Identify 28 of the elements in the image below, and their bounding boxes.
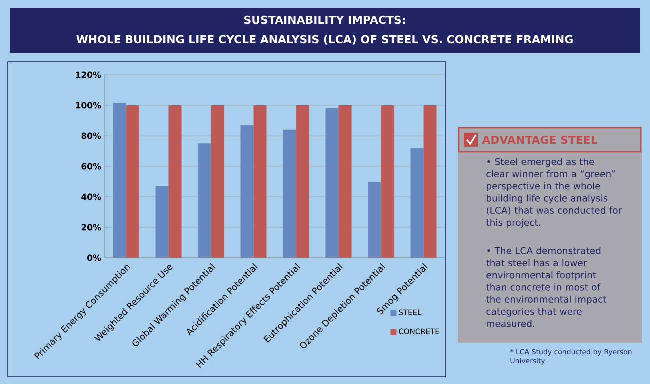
- bar: [240, 125, 254, 258]
- y-tick-label: 80%: [82, 132, 102, 140]
- bar: [296, 106, 310, 258]
- y-tick-label: 0%: [88, 254, 102, 262]
- y-tick-label: 20%: [82, 224, 102, 231]
- y-tick-label: 40%: [82, 194, 102, 200]
- text: • Steel emerged as the clear winner from a “green” perspective in the whole building life cycle analysis (LCA) that was conducted for this project.: [486, 158, 622, 228]
- bar: [368, 182, 382, 258]
- bar: [326, 108, 339, 258]
- bar: [338, 106, 352, 258]
- bar: [168, 106, 182, 258]
- y-tick-label: 100%: [76, 102, 102, 109]
- bar: [283, 130, 296, 258]
- bar: [211, 106, 224, 258]
- bar: [198, 144, 212, 258]
- bar: [381, 106, 394, 258]
- bar: [410, 148, 424, 258]
- chart-title: SUSTAINABILITY IMPACTS:: [244, 16, 406, 24]
- y-tick-label: 120%: [76, 72, 102, 78]
- text: ADVANTAGE STEEL: [482, 136, 598, 144]
- bar: [156, 186, 169, 258]
- text: • The LCA demonstrated that steel has a lower environmental footprint than concrete in most of the environmental impact categories that were measured.: [486, 247, 607, 328]
- bar: [113, 103, 126, 258]
- bar: [424, 106, 437, 258]
- chart-subtitle: WHOLE BUILDING LIFE CYCLE ANALYSIS (LCA) OF STEEL VS. CONCRETE FRAMING: [76, 35, 573, 45]
- bar: [254, 106, 267, 258]
- bar: [126, 106, 140, 258]
- y-tick-label: 60%: [82, 163, 102, 170]
